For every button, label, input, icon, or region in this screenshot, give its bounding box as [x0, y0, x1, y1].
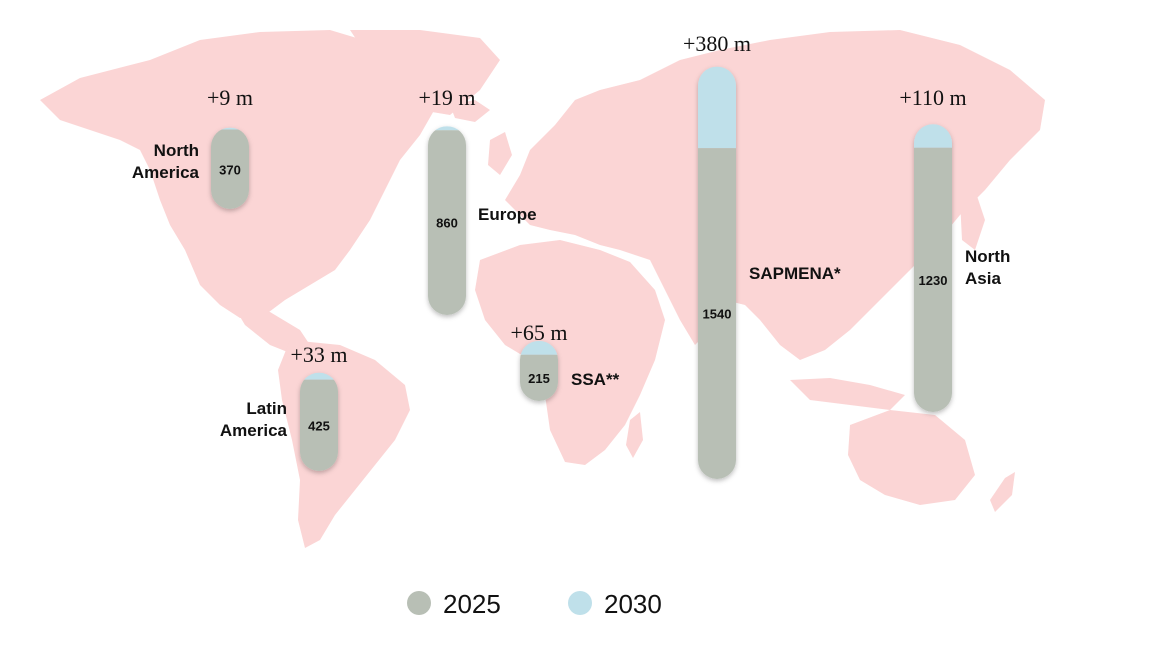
- land-eurasia: [505, 30, 1045, 360]
- bar-2030-sapmena: [698, 66, 736, 149]
- bar-2030-europe: [428, 126, 466, 131]
- region-label-north-asia-line-1: North: [965, 247, 1010, 266]
- region-label-north-asia-line-2: Asia: [965, 269, 1001, 288]
- bar-europe: [428, 126, 466, 315]
- land-madagascar: [626, 412, 643, 458]
- bar-ssa: [520, 340, 558, 401]
- region-label-latin-america-line-1: Latin: [246, 399, 287, 418]
- increase-label-europe: +19 m: [418, 85, 475, 110]
- bar-sapmena: [698, 66, 736, 479]
- legend-swatch-2030: [568, 591, 592, 615]
- land-south-america: [278, 340, 410, 548]
- land-africa: [475, 240, 665, 465]
- value-label-north-asia: 1230: [919, 273, 948, 288]
- world-map-background: [40, 30, 1045, 548]
- value-label-europe: 860: [436, 216, 458, 231]
- land-greenland: [350, 30, 500, 115]
- value-label-latin-america: 425: [308, 418, 330, 433]
- bar-2025-latin-america: [300, 379, 338, 471]
- land-new-zealand: [990, 472, 1015, 512]
- land-indonesia: [790, 378, 905, 410]
- region-label-europe: Europe: [478, 205, 537, 224]
- increase-label-ssa: +65 m: [510, 320, 567, 345]
- increase-label-north-america: +9 m: [207, 85, 253, 110]
- land-japan: [960, 190, 985, 250]
- region-label-ssa: SSA**: [571, 370, 620, 389]
- bars-layer: [211, 66, 952, 479]
- bar-2030-ssa: [520, 340, 558, 355]
- legend-label-2030: 2030: [604, 589, 662, 619]
- land-iceland: [450, 100, 490, 122]
- legend: 2025 2030: [407, 589, 662, 619]
- bar-2025-ssa: [520, 354, 558, 401]
- bar-2025-north-asia: [914, 147, 952, 412]
- bar-2030-north-asia: [914, 124, 952, 148]
- increase-label-sapmena: +380 m: [683, 31, 751, 56]
- region-label-sapmena: SAPMENA*: [749, 264, 841, 283]
- bar-2030-north-america: [211, 127, 249, 130]
- land-uk: [488, 132, 512, 175]
- bar-latin-america: [300, 372, 338, 471]
- labels-layer: 370 +9 m North America 860 +19 m Europe 425 +33 …: [132, 31, 1010, 440]
- bar-north-america: [211, 127, 249, 209]
- value-label-sapmena: 1540: [703, 307, 732, 322]
- bar-north-asia: [914, 124, 952, 412]
- bar-2025-sapmena: [698, 148, 736, 479]
- value-label-ssa: 215: [528, 371, 550, 386]
- legend-swatch-2025: [407, 591, 431, 615]
- region-label-north-america-line-2: America: [132, 163, 200, 182]
- legend-label-2025: 2025: [443, 589, 501, 619]
- bar-2025-north-america: [211, 129, 249, 209]
- bar-2030-latin-america: [300, 372, 338, 380]
- increase-label-north-asia: +110 m: [899, 85, 966, 110]
- region-label-north-america-line-1: North: [154, 141, 199, 160]
- region-label-latin-america-line-2: America: [220, 421, 288, 440]
- land-australia: [848, 410, 975, 505]
- value-label-north-america: 370: [219, 162, 241, 177]
- increase-label-latin-america: +33 m: [290, 342, 347, 367]
- bar-2025-europe: [428, 130, 466, 315]
